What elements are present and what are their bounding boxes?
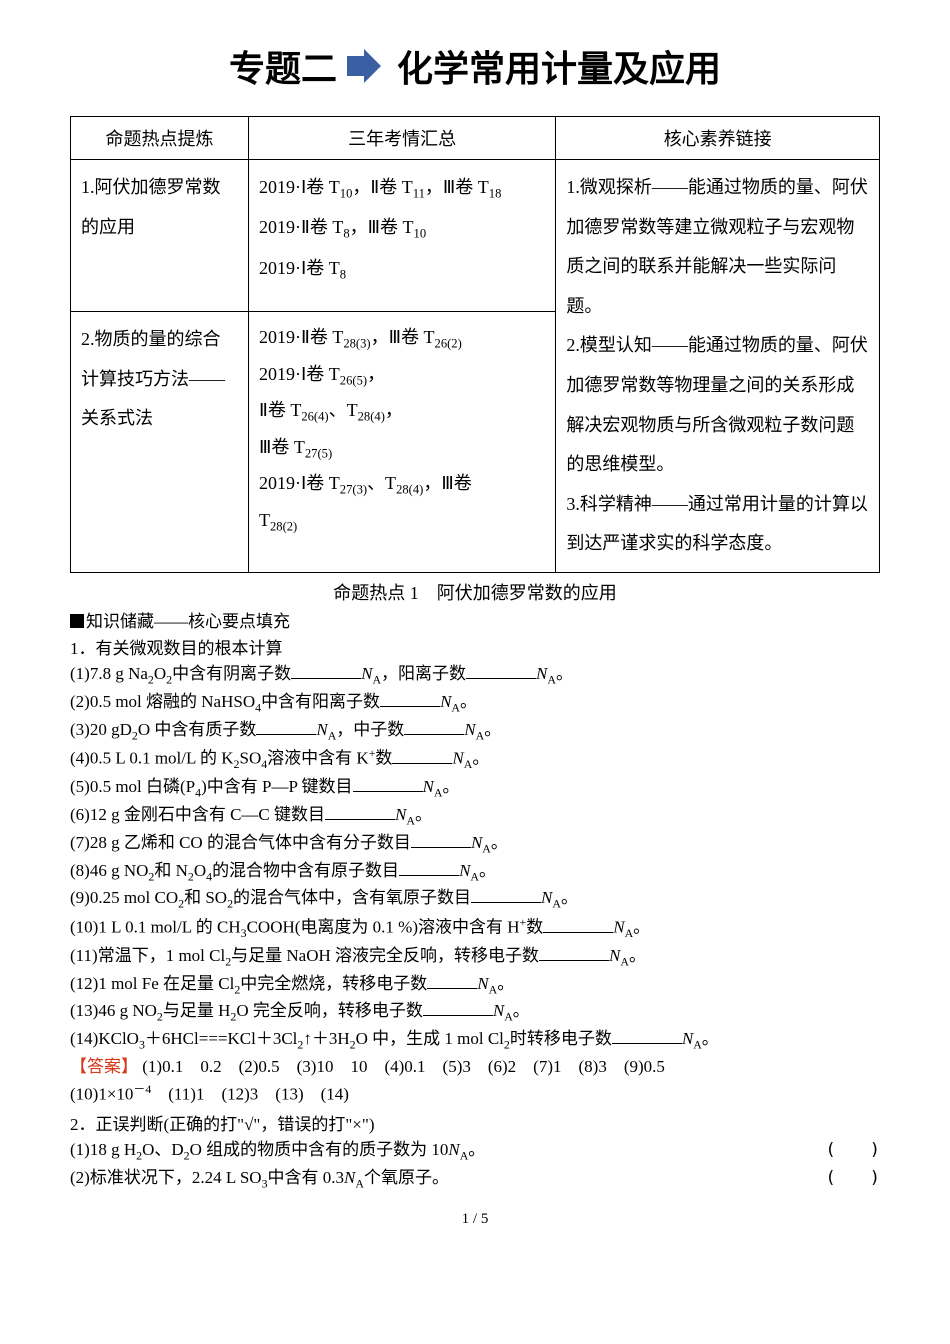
cell-r1-c1: 2019·Ⅱ卷 T28(3)，Ⅲ卷 T26(2)2019·Ⅰ卷 T26(5)，Ⅱ… [248,312,555,573]
blank [427,972,477,989]
answer-block: 【答案】 (1)0.1 0.2 (2)0.5 (3)10 10 (4)0.1 (… [70,1054,880,1080]
table-header-0: 命题热点提炼 [71,117,249,160]
judge-paren: ( ) [826,1165,880,1191]
blank [291,662,361,679]
blank [411,831,471,848]
blank [325,803,395,820]
question-item: (1)7.8 g Na2O2中含有阴离子数NA，阳离子数NA。 [70,661,880,689]
question-item: (13)46 g NO2与足量 H2O 完全反响，转移电子数NA。 [70,998,880,1026]
blank [466,662,536,679]
cell-r0-c0: 1.阿伏加德罗常数的应用 [71,160,249,312]
subheading-1-text: 知识储藏——核心要点填充 [86,612,290,631]
table-header-1: 三年考情汇总 [248,117,555,160]
table-row: 1.阿伏加德罗常数的应用 2019·Ⅰ卷 T10，Ⅱ卷 T11，Ⅲ卷 T1820… [71,160,880,312]
question-item: (12)1 mol Fe 在足量 Cl2中完全燃烧，转移电子数NA。 [70,971,880,999]
blank [380,690,440,707]
page: 专题二 化学常用计量及应用 命题热点提炼 三年考情汇总 核心素养链接 1.阿伏加… [0,0,950,1248]
judge-paren: ( ) [826,1137,880,1163]
answer-label: 【答案】 [70,1057,138,1076]
question-item: (10)1 L 0.1 mol/L 的 CH3COOH(电离度为 0.1 %)溶… [70,913,880,943]
cell-r0-c1: 2019·Ⅰ卷 T10，Ⅱ卷 T11，Ⅲ卷 T182019·Ⅱ卷 T8，Ⅲ卷 T… [248,160,555,312]
judge-item: (2)标准状况下，2.24 L SO3中含有 0.3NA个氧原子。 ( ) [70,1165,880,1193]
cell-text: 1.微观探析——能通过物质的量、阿伏加德罗常数等建立微观粒子与宏观物质之间的联系… [566,168,869,564]
square-icon [70,614,84,628]
question-item: (9)0.25 mol CO2和 SO2的混合气体中，含有氧原子数目NA。 [70,885,880,913]
question-item: (7)28 g 乙烯和 CO 的混合气体中含有分子数目NA。 [70,830,880,858]
cell-right-merged: 1.微观探析——能通过物质的量、阿伏加德罗常数等建立微观粒子与宏观物质之间的联系… [556,160,880,573]
blank [404,718,464,735]
judge-heading: 2．正误判断(正确的打"√"，错误的打"×") [70,1110,880,1135]
blank [539,944,609,961]
blank [256,718,316,735]
section-heading: 命题热点 1 阿伏加德罗常数的应用 [70,579,880,605]
question-item: (6)12 g 金刚石中含有 C—C 键数目NA。 [70,802,880,830]
table-header-row: 命题热点提炼 三年考情汇总 核心素养链接 [71,117,880,160]
blank [392,747,452,764]
cell-text: 1.阿伏加德罗常数的应用 [81,168,238,247]
judge-text: (2)标准状况下，2.24 L SO3中含有 0.3NA个氧原子。 [70,1165,449,1193]
blank [423,999,493,1016]
cell-r1-c0: 2.物质的量的综合计算技巧方法——关系式法 [71,312,249,573]
cell-text: 2019·Ⅰ卷 T10，Ⅱ卷 T11，Ⅲ卷 T182019·Ⅱ卷 T8，Ⅲ卷 T… [259,168,545,289]
question-item: (5)0.5 mol 白磷(P4)中含有 P—P 键数目NA。 [70,774,880,802]
table-header-2: 核心素养链接 [556,117,880,160]
blank [612,1027,682,1044]
cell-text: 2019·Ⅱ卷 T28(3)，Ⅲ卷 T26(2)2019·Ⅰ卷 T26(5)，Ⅱ… [259,320,545,539]
blank [543,916,613,933]
main-table: 命题热点提炼 三年考情汇总 核心素养链接 1.阿伏加德罗常数的应用 2019·Ⅰ… [70,116,880,573]
question-item: (4)0.5 L 0.1 mol/L 的 K2SO4溶液中含有 K+数NA。 [70,744,880,774]
blank [399,859,459,876]
subheading-2: 1．有关微观数目的根本计算 [70,634,880,659]
title-right: 化学常用计量及应用 [397,40,721,92]
judge-item: (1)18 g H2O、D2O 组成的物质中含有的质子数为 10NA。 ( ) [70,1137,880,1165]
page-footer: 1 / 5 [70,1211,880,1228]
blank [471,886,541,903]
question-list: (1)7.8 g Na2O2中含有阴离子数NA，阳离子数NA。(2)0.5 mo… [70,661,880,1054]
judge-text: (1)18 g H2O、D2O 组成的物质中含有的质子数为 10NA。 [70,1137,485,1165]
question-item: (8)46 g NO2和 N2O4的混合物中含有原子数目NA。 [70,858,880,886]
title-row: 专题二 化学常用计量及应用 [70,40,880,92]
subheading-1: 知识储藏——核心要点填充 [70,607,880,632]
blank [353,775,423,792]
answer-line2: (10)1×10－4 (11)1 (12)3 (13) (14) [70,1080,880,1108]
arrow-icon [347,49,381,83]
answer-line1: (1)0.1 0.2 (2)0.5 (3)10 10 (4)0.1 (5)3 (… [142,1057,665,1076]
question-item: (2)0.5 mol 熔融的 NaHSO4中含有阳离子数NA。 [70,689,880,717]
question-item: (14)KClO3＋6HCl===KCl＋3Cl2↑＋3H2O 中，生成 1 m… [70,1026,880,1054]
title-left: 专题二 [229,40,337,92]
cell-text: 2.物质的量的综合计算技巧方法——关系式法 [81,320,238,439]
question-item: (11)常温下，1 mol Cl2与足量 NaOH 溶液完全反响，转移电子数NA… [70,943,880,971]
judge-list: (1)18 g H2O、D2O 组成的物质中含有的质子数为 10NA。( )(2… [70,1137,880,1193]
question-item: (3)20 gD2O 中含有质子数NA，中子数NA。 [70,717,880,745]
